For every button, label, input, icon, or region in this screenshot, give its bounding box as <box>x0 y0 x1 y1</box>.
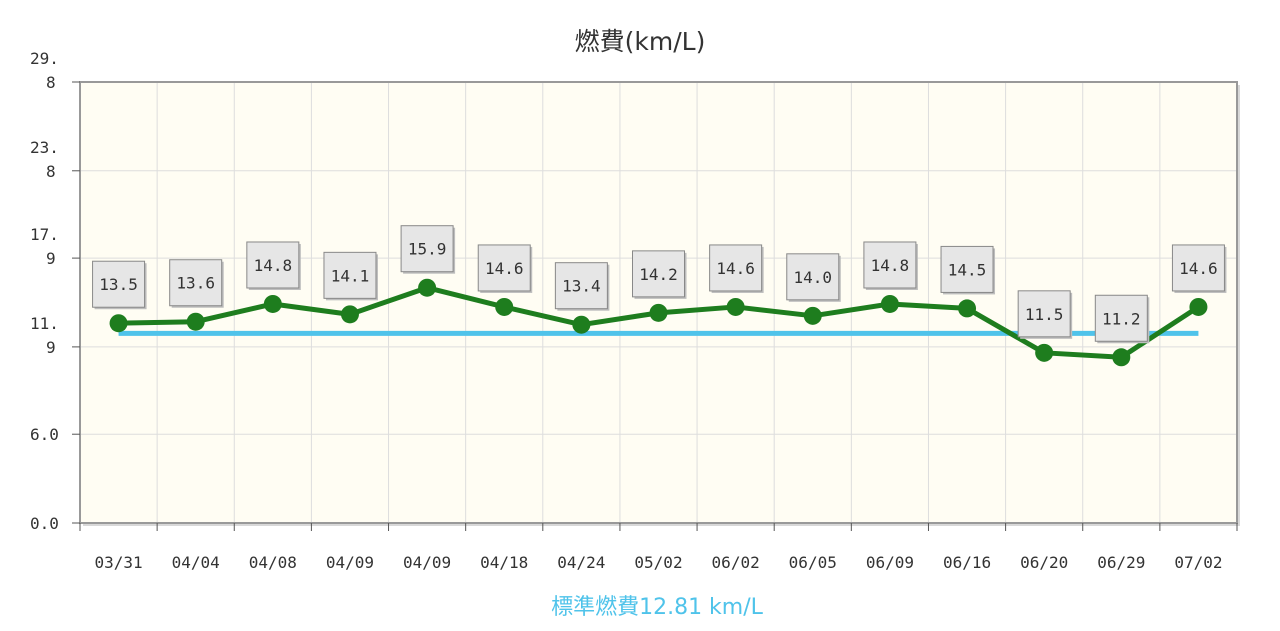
data-label-box <box>632 250 685 298</box>
y-tick-label: 0.0 <box>30 514 59 533</box>
data-label-box <box>400 225 454 273</box>
x-tick-label: 04/09 <box>326 553 374 572</box>
data-label: 13.4 <box>562 277 601 296</box>
data-label: 13.6 <box>176 274 215 293</box>
data-label: 11.5 <box>1025 305 1064 324</box>
y-tick-label: 6.0 <box>30 425 59 444</box>
data-label: 14.1 <box>331 266 370 285</box>
standard-fuel-label: 標準燃費12.81 km/L <box>551 595 764 620</box>
data-point <box>880 294 899 313</box>
data-point <box>572 315 591 334</box>
data-label-box <box>1094 294 1148 342</box>
data-point <box>340 305 359 324</box>
data-point <box>495 297 514 316</box>
x-tick-label: 05/02 <box>634 553 682 572</box>
plot-area: 0.0 6.0 11. 9 17. 9 23. 8 29. 8 03/31 04/04 04/08 04/… <box>30 49 1240 572</box>
data-label: 14.6 <box>485 259 524 278</box>
data-label-box <box>1171 244 1225 292</box>
data-point <box>803 306 822 325</box>
x-tick-label: 06/02 <box>712 553 760 572</box>
y-tick-label: 11. 9 <box>30 314 59 357</box>
y-tick-label: 29. 8 <box>30 49 59 92</box>
data-point <box>726 297 745 316</box>
x-tick-label: 04/08 <box>249 553 297 572</box>
data-point <box>1035 343 1054 362</box>
data-label-box <box>92 260 146 308</box>
data-label: 14.6 <box>1179 259 1218 278</box>
x-tick-label: 06/20 <box>1020 553 1068 572</box>
data-label: 14.2 <box>639 265 678 284</box>
x-tick-label: 04/18 <box>480 553 528 572</box>
data-label-box <box>323 251 377 299</box>
x-tick-label: 07/02 <box>1174 553 1222 572</box>
data-label: 14.8 <box>871 256 910 275</box>
x-tick-label: 06/29 <box>1097 553 1145 572</box>
x-tick-label: 06/09 <box>866 553 914 572</box>
data-label-box <box>786 253 840 301</box>
data-point <box>186 312 205 331</box>
data-label-box <box>1017 290 1071 338</box>
data-label: 13.5 <box>99 275 138 294</box>
plot-frame <box>79 81 1238 524</box>
x-tick-label: 06/16 <box>943 553 991 572</box>
data-label: 14.8 <box>254 256 293 275</box>
data-label-box <box>477 244 531 292</box>
data-label-box <box>940 245 994 293</box>
x-tick-label: 04/24 <box>557 553 605 572</box>
data-label-box <box>863 241 917 289</box>
chart-title: 燃費(km/L) <box>575 27 706 56</box>
data-label-box <box>246 241 300 289</box>
data-label-box <box>554 262 608 310</box>
data-label: 14.5 <box>948 260 987 279</box>
data-label: 14.0 <box>794 268 833 287</box>
y-tick-label: 17. 9 <box>30 225 59 268</box>
data-label-box <box>169 259 223 307</box>
x-tick-label: 04/09 <box>403 553 451 572</box>
data-point <box>418 278 437 297</box>
y-tick-label: 23. 8 <box>30 138 59 181</box>
data-label: 14.6 <box>716 259 755 278</box>
data-point <box>1189 297 1208 316</box>
data-point <box>109 314 128 333</box>
data-point <box>649 303 668 322</box>
data-point <box>958 299 977 318</box>
data-point <box>263 294 282 313</box>
x-tick-label: 04/04 <box>172 553 220 572</box>
data-label: 11.2 <box>1102 309 1141 328</box>
data-label-box <box>709 244 763 292</box>
x-tick-label: 06/05 <box>789 553 837 572</box>
data-label: 15.9 <box>408 240 447 259</box>
x-tick-label: 03/31 <box>94 553 142 572</box>
data-point <box>1112 348 1131 367</box>
